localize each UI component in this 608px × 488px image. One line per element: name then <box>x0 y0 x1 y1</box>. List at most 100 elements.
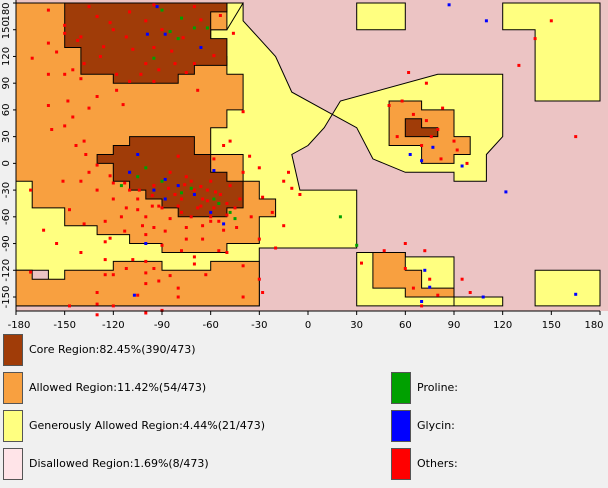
proline-point <box>144 166 148 170</box>
glycin-point <box>460 164 464 168</box>
others-point <box>176 295 180 299</box>
others-point <box>128 10 132 14</box>
others-point <box>46 41 50 45</box>
others-point <box>465 161 469 165</box>
others-point <box>61 179 65 183</box>
others-point <box>212 157 216 161</box>
others-point <box>108 236 112 240</box>
others-point <box>144 19 148 23</box>
x-tick-label: 90 <box>448 320 461 331</box>
others-point <box>128 79 132 83</box>
others-point <box>121 103 125 107</box>
others-point <box>235 226 239 229</box>
legend-swatch-generous <box>3 410 23 442</box>
proline-point <box>192 26 196 30</box>
others-point <box>455 148 459 152</box>
others-point <box>533 37 537 41</box>
others-point <box>192 188 196 192</box>
others-point <box>168 274 172 278</box>
glycin-point <box>447 3 451 7</box>
others-point <box>420 144 424 147</box>
others-point <box>225 251 229 254</box>
others-point <box>248 154 252 158</box>
others-point <box>173 193 177 196</box>
others-point <box>403 242 407 245</box>
others-point <box>436 293 440 297</box>
others-point <box>168 170 172 174</box>
glycin-point <box>163 177 167 181</box>
others-point <box>184 71 188 74</box>
y-tick-label: 90 <box>1 77 12 90</box>
others-point <box>201 197 205 201</box>
others-point <box>95 95 99 98</box>
legend-swatch-disallowed <box>3 448 23 480</box>
others-point <box>84 153 88 156</box>
others-point <box>199 185 203 188</box>
others-point <box>287 170 290 174</box>
y-tick-label: -90 <box>1 235 12 251</box>
others-point <box>63 23 67 27</box>
glycin-point <box>574 292 578 296</box>
others-point <box>360 261 363 265</box>
others-point <box>63 124 67 128</box>
x-tick-label: -150 <box>53 320 76 331</box>
others-point <box>217 249 221 253</box>
others-point <box>517 63 521 67</box>
others-point <box>241 295 245 299</box>
others-point <box>123 181 127 185</box>
others-point <box>411 112 415 116</box>
others-point <box>55 50 59 54</box>
others-point <box>261 195 265 199</box>
glycin-point <box>420 159 424 163</box>
others-point <box>460 277 464 281</box>
others-point <box>282 224 286 228</box>
others-point <box>150 204 154 208</box>
others-point <box>128 188 132 192</box>
others-point <box>209 219 213 223</box>
x-tick-label: 150 <box>542 320 561 331</box>
others-point <box>199 18 203 22</box>
others-point <box>42 228 46 232</box>
proline-point <box>152 56 156 60</box>
others-point <box>212 206 216 210</box>
others-point <box>46 72 50 76</box>
others-point <box>176 286 180 290</box>
x-tick-label: -180 <box>8 320 31 331</box>
core-region-area <box>64 2 439 218</box>
y-tick-label: 60 <box>1 104 12 117</box>
others-point <box>420 304 424 308</box>
others-point <box>30 56 34 60</box>
others-point <box>201 237 205 241</box>
others-point <box>218 193 222 196</box>
others-point <box>209 179 213 183</box>
others-point <box>428 277 432 281</box>
others-point <box>218 14 222 17</box>
others-point <box>189 215 193 219</box>
others-point <box>152 267 156 270</box>
legend-swatch-others <box>391 448 411 480</box>
others-point <box>144 62 148 66</box>
others-point <box>68 208 71 212</box>
others-point <box>436 128 440 131</box>
others-point <box>184 226 188 229</box>
proline-point <box>176 37 180 41</box>
x-tick-label: -30 <box>251 320 267 331</box>
others-point <box>157 68 161 72</box>
glycin-point <box>192 193 196 196</box>
others-point <box>124 206 128 210</box>
proline-point <box>233 217 237 221</box>
others-point <box>241 170 245 174</box>
proline-point <box>228 210 232 214</box>
others-point <box>176 204 180 208</box>
y-tick-label: 180 <box>1 2 12 21</box>
others-point <box>407 71 411 74</box>
others-point <box>119 215 123 219</box>
others-point <box>95 163 99 167</box>
others-point <box>257 237 261 241</box>
glycin-point <box>155 5 159 9</box>
others-point <box>192 262 196 266</box>
others-point <box>290 186 294 190</box>
legend-label-disallowed: Disallowed Region:1.69%(8/473) <box>29 457 209 470</box>
x-tick-label: -90 <box>154 320 170 331</box>
proline-point <box>338 215 342 219</box>
